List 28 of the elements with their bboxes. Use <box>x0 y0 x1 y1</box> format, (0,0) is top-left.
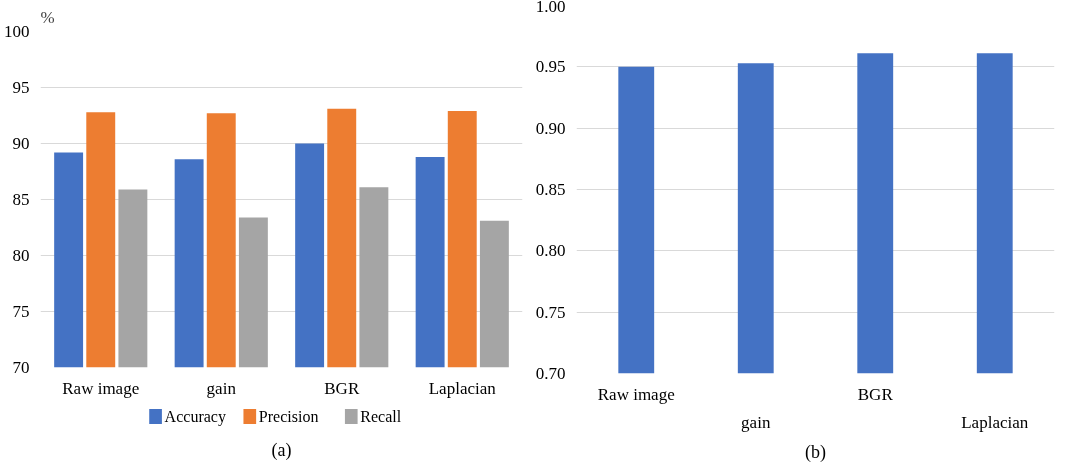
y-tick-label: 90 <box>12 134 30 153</box>
y-tick-label: 75 <box>12 302 30 321</box>
x-tick-label: BGR <box>857 384 894 404</box>
y-tick-label: 100 <box>4 22 30 41</box>
x-tick-label: Raw image <box>597 384 675 404</box>
text: (b) <box>805 441 827 463</box>
y-tick-label: 0.70 <box>535 364 566 383</box>
y-tick-label: 85 <box>12 190 30 209</box>
y-tick-label: 0.80 <box>535 241 566 261</box>
legend-label: Precision <box>258 408 319 425</box>
y-tick-label: 0.75 <box>535 302 566 322</box>
y-tick-label: 80 <box>12 246 30 265</box>
x-tick-label: gain <box>206 378 237 398</box>
y-tick-label: 0.95 <box>535 57 566 77</box>
text: (a) <box>271 439 292 461</box>
legend-label: Accuracy <box>164 408 226 426</box>
y-tick-label: 0.85 <box>535 180 566 199</box>
x-tick-label: gain <box>741 412 771 432</box>
y-tick-label: 95 <box>12 78 30 97</box>
y-tick-label: 0.90 <box>535 118 566 138</box>
x-tick-label: Raw image <box>62 378 140 398</box>
x-tick-label: BGR <box>324 378 360 398</box>
x-tick-label: Laplacian <box>961 412 1029 432</box>
y-axis-title: % <box>40 7 55 27</box>
y-tick-label: 70 <box>12 358 30 377</box>
legend-label: Recall <box>360 408 402 425</box>
y-tick-label: 1.00 <box>535 0 566 16</box>
x-tick-label: Laplacian <box>428 378 497 398</box>
